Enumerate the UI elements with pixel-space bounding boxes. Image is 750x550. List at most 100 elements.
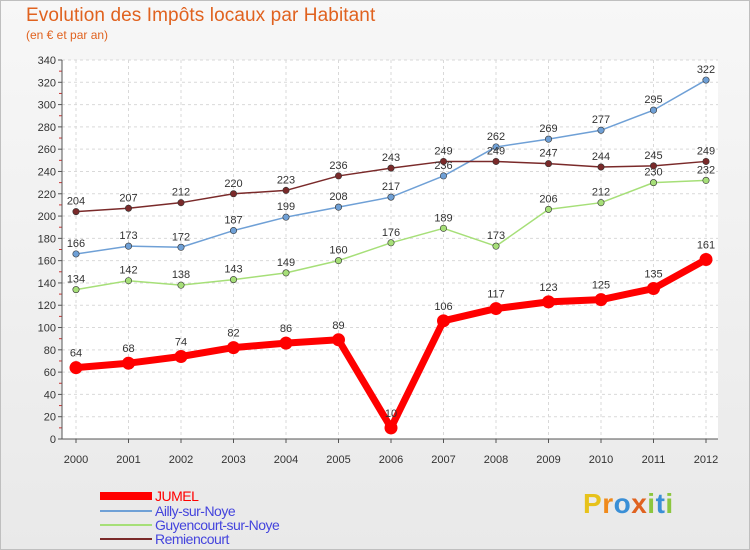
data-label-guyencourt-sur-noye: 143 xyxy=(224,264,242,276)
data-label-guyencourt-sur-noye: 212 xyxy=(592,187,610,199)
data-point-remiencourt xyxy=(282,186,290,194)
data-label-guyencourt-sur-noye: 149 xyxy=(277,257,295,269)
data-label-jumel: 82 xyxy=(227,328,239,340)
data-point-ailly-sur-noye xyxy=(597,126,605,134)
data-point-jumel xyxy=(227,341,240,355)
data-point-remiencourt xyxy=(597,163,605,171)
legend-swatch xyxy=(100,509,152,512)
data-point-guyencourt-sur-noye xyxy=(72,286,80,294)
legend-label: Remiencourt xyxy=(155,530,229,547)
data-label-remiencourt: 220 xyxy=(224,178,242,190)
x-tick-label: 2010 xyxy=(589,454,613,466)
legend-item: JUMEL xyxy=(100,487,199,504)
data-point-ailly-sur-noye xyxy=(72,250,80,258)
y-tick-label: 200 xyxy=(38,211,56,223)
y-tick-label: 220 xyxy=(38,189,56,201)
x-tick-label: 2004 xyxy=(274,454,298,466)
x-tick-label: 2006 xyxy=(379,454,403,466)
x-tick-label: 2001 xyxy=(116,454,140,466)
y-tick-label: 120 xyxy=(38,300,56,312)
data-point-jumel xyxy=(437,314,450,328)
data-point-jumel xyxy=(594,293,608,307)
data-label-jumel: 74 xyxy=(175,337,187,349)
data-label-ailly-sur-noye: 172 xyxy=(172,231,190,243)
legend-swatch xyxy=(100,491,152,500)
data-point-jumel xyxy=(69,361,83,375)
data-point-ailly-sur-noye xyxy=(282,213,290,221)
chart-title: Evolution des Impôts locaux par Habitant xyxy=(26,5,376,26)
data-label-remiencourt: 244 xyxy=(592,151,610,163)
data-label-remiencourt: 236 xyxy=(329,160,347,172)
data-label-ailly-sur-noye: 295 xyxy=(644,94,662,106)
plot-area xyxy=(62,60,718,439)
legend-label: Ailly-sur-Noye xyxy=(155,502,236,519)
data-label-jumel: 106 xyxy=(434,301,452,313)
data-point-remiencourt xyxy=(649,162,657,170)
y-tick-label: 340 xyxy=(38,55,56,67)
data-point-jumel xyxy=(384,421,398,435)
data-label-guyencourt-sur-noye: 138 xyxy=(172,269,190,281)
data-point-jumel xyxy=(122,356,135,370)
data-point-ailly-sur-noye xyxy=(439,172,447,180)
data-point-guyencourt-sur-noye xyxy=(334,257,342,265)
y-tick-label: 240 xyxy=(38,166,56,178)
data-label-jumel: 10 xyxy=(385,408,397,420)
y-tick-label: 0 xyxy=(50,434,56,446)
data-point-jumel xyxy=(489,302,503,316)
data-point-jumel xyxy=(279,336,293,350)
data-point-guyencourt-sur-noye xyxy=(125,277,133,285)
y-tick-label: 280 xyxy=(38,122,56,134)
data-point-guyencourt-sur-noye xyxy=(597,199,605,207)
data-label-guyencourt-sur-noye: 176 xyxy=(382,227,400,239)
data-label-ailly-sur-noye: 166 xyxy=(67,238,85,250)
data-label-jumel: 161 xyxy=(697,240,715,252)
data-label-remiencourt: 212 xyxy=(172,187,190,199)
x-tick-label: 2000 xyxy=(64,454,88,466)
data-point-ailly-sur-noye xyxy=(702,76,710,84)
x-tick-label: 2009 xyxy=(536,454,560,466)
data-point-guyencourt-sur-noye xyxy=(282,269,290,277)
data-point-ailly-sur-noye xyxy=(334,203,342,211)
data-label-remiencourt: 223 xyxy=(277,174,295,186)
y-tick-label: 20 xyxy=(44,412,56,424)
x-tick-label: 2011 xyxy=(642,454,666,466)
legend-swatch xyxy=(100,523,152,526)
y-tick-label: 80 xyxy=(44,345,56,357)
legend-label: Guyencourt-sur-Noye xyxy=(155,516,280,533)
y-tick-label: 300 xyxy=(38,100,56,112)
data-label-remiencourt: 243 xyxy=(382,152,400,164)
data-point-remiencourt xyxy=(387,164,395,172)
x-tick-label: 2007 xyxy=(431,454,455,466)
data-point-guyencourt-sur-noye xyxy=(544,205,552,213)
legend-item: Ailly-sur-Noye xyxy=(100,502,236,519)
y-tick-label: 160 xyxy=(38,256,56,268)
data-label-remiencourt: 245 xyxy=(644,150,662,162)
y-tick-label: 320 xyxy=(38,77,56,89)
data-label-ailly-sur-noye: 217 xyxy=(382,181,400,193)
chart-subtitle: (en € et par an) xyxy=(26,28,109,42)
data-label-jumel: 135 xyxy=(644,269,662,281)
data-point-guyencourt-sur-noye xyxy=(702,176,710,184)
x-tick-label: 2012 xyxy=(694,454,718,466)
data-label-remiencourt: 204 xyxy=(67,196,85,208)
data-label-guyencourt-sur-noye: 189 xyxy=(434,212,452,224)
data-label-ailly-sur-noye: 173 xyxy=(119,230,137,242)
data-point-jumel xyxy=(332,333,345,347)
data-label-jumel: 64 xyxy=(70,348,82,360)
data-label-guyencourt-sur-noye: 232 xyxy=(697,164,715,176)
data-point-ailly-sur-noye xyxy=(230,227,238,235)
legend-item: Guyencourt-sur-Noye xyxy=(100,516,280,533)
data-label-ailly-sur-noye: 262 xyxy=(487,131,505,143)
data-point-ailly-sur-noye xyxy=(492,143,500,151)
legend-label: JUMEL xyxy=(155,487,199,504)
data-point-guyencourt-sur-noye xyxy=(177,281,185,289)
legend-swatch xyxy=(100,537,152,540)
data-label-remiencourt: 249 xyxy=(487,145,505,157)
data-label-remiencourt: 249 xyxy=(434,145,452,157)
x-tick-label: 2005 xyxy=(326,454,350,466)
data-label-ailly-sur-noye: 322 xyxy=(697,64,715,76)
data-point-jumel xyxy=(174,350,188,364)
data-point-guyencourt-sur-noye xyxy=(230,276,238,284)
data-point-ailly-sur-noye xyxy=(544,135,552,143)
data-point-ailly-sur-noye xyxy=(649,106,657,114)
